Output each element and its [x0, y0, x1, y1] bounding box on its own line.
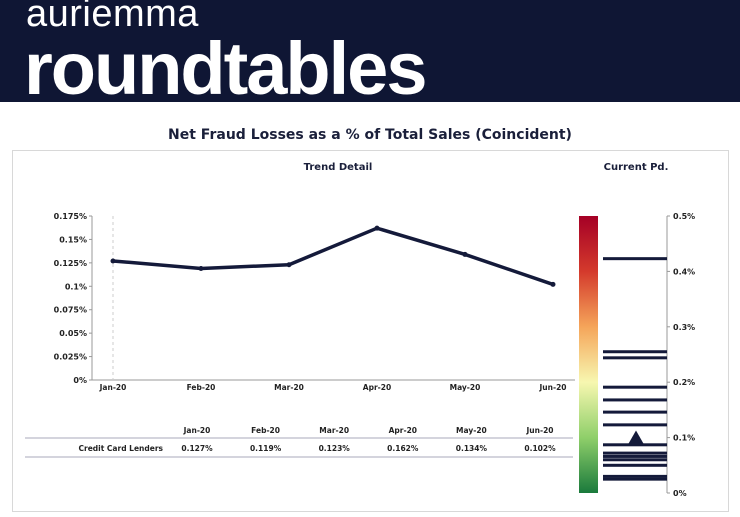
brand-logo-top: auriemma — [26, 0, 199, 35]
peer-line — [603, 350, 667, 354]
brand-logo-bottom: roundtables — [24, 27, 427, 103]
peer-line — [603, 458, 667, 462]
table-header: Mar-20 — [319, 426, 349, 435]
chart-panel — [12, 150, 729, 512]
table-header: May-20 — [456, 426, 487, 435]
table-row-label: Credit Card Lenders — [79, 444, 164, 453]
color-scale-bar — [579, 216, 598, 493]
y-tick-label: 0.075% — [54, 306, 87, 315]
table-cell: 0.134% — [456, 444, 488, 453]
data-point — [374, 225, 380, 231]
y-tick-label: 0.175% — [54, 212, 87, 221]
current-y-tick-label: 0.1% — [673, 434, 695, 443]
data-point — [550, 281, 556, 287]
table-header: Jun-20 — [525, 426, 553, 435]
current-y-tick-label: 0% — [673, 489, 687, 498]
data-point — [110, 258, 116, 264]
data-point — [462, 251, 468, 257]
peer-line — [603, 257, 667, 261]
y-tick-label: 0% — [73, 376, 87, 385]
current-value-marker — [628, 430, 644, 445]
current-subtitle: Current Pd. — [604, 162, 669, 173]
peer-line — [603, 474, 667, 478]
x-tick-label: May-20 — [450, 383, 481, 392]
peer-line — [603, 398, 667, 402]
data-point — [286, 262, 292, 268]
peer-line — [603, 451, 667, 455]
y-tick-label: 0.125% — [54, 259, 87, 268]
table-cell: 0.102% — [524, 444, 556, 453]
header-banner: auriemma roundtables — [0, 0, 740, 102]
current-y-tick-label: 0.2% — [673, 378, 695, 387]
peer-line — [603, 463, 667, 467]
table-cell: 0.119% — [250, 444, 282, 453]
table-cell: 0.123% — [319, 444, 351, 453]
peer-line — [603, 423, 667, 427]
peer-line — [603, 385, 667, 389]
current-y-tick-label: 0.3% — [673, 323, 695, 332]
data-point — [198, 265, 204, 271]
x-tick-label: Apr-20 — [363, 383, 391, 392]
current-y-tick-label: 0.4% — [673, 267, 695, 276]
x-tick-label: Jun-20 — [538, 383, 566, 392]
x-tick-label: Jan-20 — [99, 383, 127, 392]
table-header: Feb-20 — [251, 426, 280, 435]
peer-line — [603, 477, 667, 481]
x-tick-label: Feb-20 — [187, 383, 216, 392]
y-tick-label: 0.05% — [59, 329, 87, 338]
peer-line — [603, 454, 667, 458]
y-tick-label: 0.025% — [54, 353, 87, 362]
table-header: Jan-20 — [183, 426, 211, 435]
y-tick-label: 0.15% — [59, 235, 87, 244]
x-tick-label: Mar-20 — [274, 383, 304, 392]
table-cell: 0.162% — [387, 444, 419, 453]
table-header: Apr-20 — [389, 426, 417, 435]
y-tick-label: 0.1% — [65, 282, 87, 291]
current-y-tick-label: 0.5% — [673, 212, 695, 221]
peer-line — [603, 356, 667, 360]
trend-line — [112, 226, 554, 287]
chart-title: Net Fraud Losses as a % of Total Sales (… — [168, 127, 572, 143]
peer-line — [603, 443, 667, 447]
table-cell: 0.127% — [181, 444, 213, 453]
trend-subtitle: Trend Detail — [304, 162, 373, 173]
peer-line — [603, 410, 667, 414]
